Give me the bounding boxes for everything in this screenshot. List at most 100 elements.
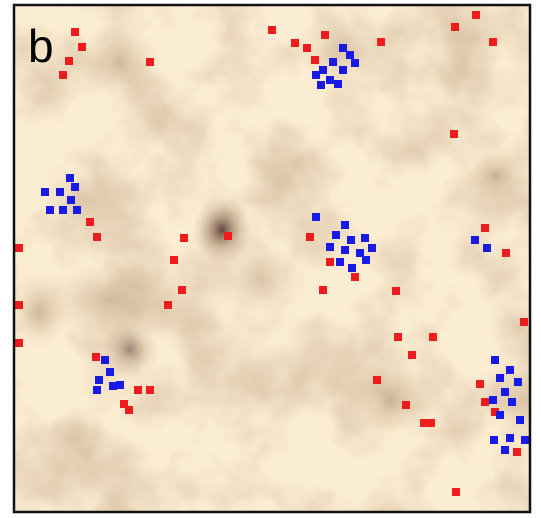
red-particle [146,386,154,394]
red-particle [180,234,188,242]
red-particle [326,258,334,266]
blue-particle [332,231,340,239]
blue-particle [339,44,347,52]
blue-particle [490,436,498,444]
blue-particle [109,382,117,390]
blue-particle [336,258,344,266]
blue-particle [341,221,349,229]
red-particle [402,401,410,409]
blue-particle [326,243,334,251]
blue-particle [116,381,124,389]
blue-particle [489,396,497,404]
red-particle [450,130,458,138]
red-particle [15,301,23,309]
red-particle [15,339,23,347]
red-particle [291,39,299,47]
blue-particle [506,366,514,374]
red-particle [321,31,329,39]
blue-particle [521,436,529,444]
red-particle [146,58,154,66]
blue-particle [66,174,74,182]
blue-particle [317,81,325,89]
red-particle [351,273,359,281]
red-particle [306,233,314,241]
blue-particle [496,374,504,382]
red-particle [59,71,67,79]
blue-particle [71,183,79,191]
red-particle [125,406,133,414]
red-particle [408,351,416,359]
blue-particle [73,206,81,214]
red-particle [420,419,428,427]
blue-particle [346,51,354,59]
red-particle [502,249,510,257]
red-particle [71,28,79,36]
blue-particle [483,244,491,252]
red-particle [472,11,480,19]
figure-panel: b [0,0,541,518]
blue-particle [496,411,504,419]
blue-particle [356,249,364,257]
blue-particle [516,416,524,424]
blue-particle [351,59,359,67]
red-particle [65,57,73,65]
blue-particle [508,398,516,406]
red-particle [303,44,311,52]
page: b (() => { const data = JSON.parse(docum… [0,0,541,518]
red-particle [476,380,484,388]
red-particle [392,287,400,295]
red-particle [224,232,232,240]
red-particle [377,38,385,46]
blue-particle [341,246,349,254]
blue-particle [329,58,337,66]
blue-particle [41,188,49,196]
blue-particle [506,434,514,442]
blue-particle [56,188,64,196]
red-particle [170,256,178,264]
red-particle [427,419,435,427]
red-particle [452,488,460,496]
red-particle [93,233,101,241]
red-particle [15,244,23,252]
blue-particle [326,76,334,84]
red-particle [481,224,489,232]
blue-particle [501,446,509,454]
red-particle [513,448,521,456]
red-particle [178,286,186,294]
panel-label: b [28,20,54,72]
red-particle [86,218,94,226]
blue-particle [347,236,355,244]
red-particle [311,56,319,64]
red-particle [520,318,528,326]
red-particle [268,26,276,34]
blue-particle [319,66,327,74]
red-particle [373,376,381,384]
blue-particle [106,368,114,376]
blue-particle [334,80,342,88]
red-particle [451,23,459,31]
blue-particle [312,213,320,221]
red-particle [429,333,437,341]
red-particle [134,386,142,394]
red-particle [394,333,402,341]
red-particle [481,398,489,406]
blue-particle [348,264,356,272]
blue-particle [514,378,522,386]
blue-particle [312,71,320,79]
red-particle [92,353,100,361]
red-particle [78,43,86,51]
blue-particle [471,236,479,244]
blue-particle [491,356,499,364]
blue-particle [101,356,109,364]
blue-particle [93,386,101,394]
red-particle [489,38,497,46]
blue-particle [368,244,376,252]
red-particle [164,301,172,309]
blue-particle [339,66,347,74]
texture [10,5,530,512]
blue-particle [362,256,370,264]
red-particle [319,286,327,294]
blue-particle [46,206,54,214]
blue-particle [501,388,509,396]
blue-particle [95,376,103,384]
